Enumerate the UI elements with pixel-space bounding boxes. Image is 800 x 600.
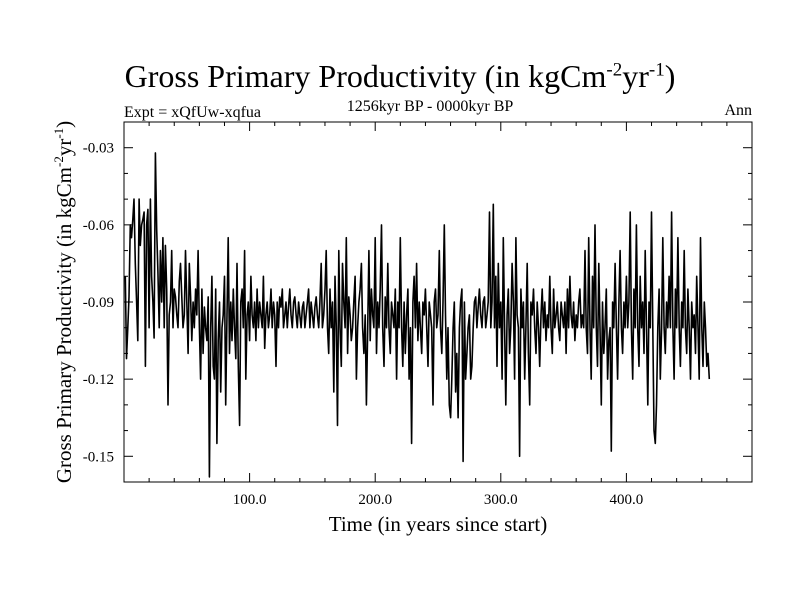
chart-title: Gross Primary Productivity (in kgCm-2yr-… — [124, 58, 676, 94]
chart-subtitle: 1256kyr BP - 0000kyr BP — [346, 98, 514, 115]
x-tick-label: 400.0 — [610, 492, 644, 508]
y-tick-label: -0.12 — [83, 372, 114, 388]
x-tick-label: 200.0 — [358, 492, 392, 508]
season-label: Ann — [724, 102, 752, 119]
x-tick-label: 300.0 — [484, 492, 518, 508]
y-tick-label: -0.09 — [83, 295, 114, 311]
y-tick-label: -0.15 — [83, 449, 114, 465]
y-tick-label: -0.03 — [83, 141, 114, 157]
experiment-label: Expt = xQfUw-xqfua — [124, 104, 261, 121]
y-tick-label: -0.06 — [83, 218, 115, 234]
series-line-gpp — [124, 152, 711, 478]
x-tick-label: 100.0 — [233, 492, 267, 508]
x-axis-label: Time (in years since start) — [328, 512, 548, 536]
